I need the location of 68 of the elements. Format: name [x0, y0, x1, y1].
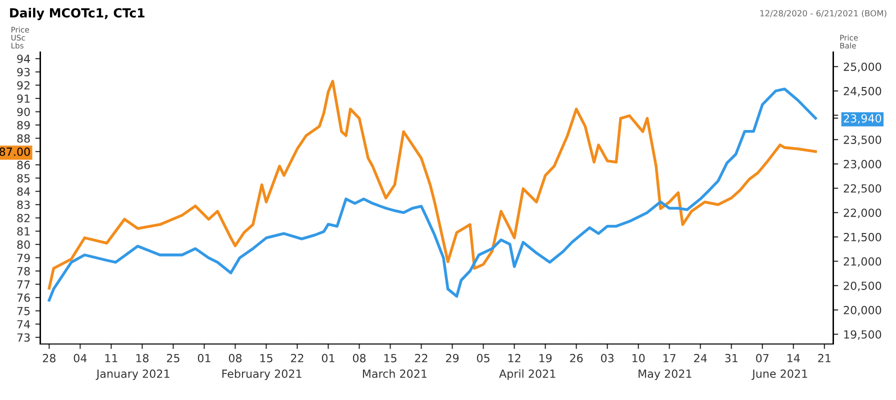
y-tick-label: 91 — [17, 94, 30, 103]
y-tick-label: 86 — [17, 160, 30, 170]
y2-tick-label: 21,000 — [844, 257, 882, 267]
x-tick-label: 28 — [42, 354, 56, 362]
y-tick-label: 76 — [17, 294, 30, 302]
y2-tick-label: 23,940 — [844, 114, 882, 124]
x-tick-label: 03 — [601, 354, 614, 362]
x-tick-label: 22 — [415, 354, 428, 362]
x2-tick-label: April 2021 — [499, 369, 556, 380]
y-tick-label: 80 — [17, 240, 30, 249]
x-tick-label: 15 — [384, 354, 396, 362]
x-tick-label: 12 — [508, 354, 520, 362]
x-tick-label: 17 — [664, 354, 676, 362]
x2-tick-label: February 2021 — [222, 369, 302, 380]
y2-tick-label: 20,500 — [844, 282, 882, 292]
x-tick-label: 14 — [788, 354, 800, 362]
x-tick-label: 08 — [352, 354, 366, 362]
x-tick-label: 29 — [446, 354, 459, 362]
y-tick-label: 74 — [17, 320, 30, 328]
y-tick-label: 73 — [17, 333, 30, 342]
x-tick-label: 08 — [228, 354, 242, 362]
y-tick-label: 81 — [17, 227, 30, 236]
y-tick-label: 93 — [17, 68, 30, 76]
x-tick-label: 11 — [105, 354, 118, 362]
x-tick-label: 05 — [476, 354, 490, 362]
x-tick-label: 18 — [136, 354, 149, 362]
y2-tick-label: 22,000 — [844, 208, 882, 218]
y2-tick-label: 25,000 — [844, 62, 882, 72]
y-tick-label: 89 — [17, 120, 30, 130]
y2-tick-label: 19,500 — [844, 330, 882, 340]
y2-tick-label: 23,500 — [844, 136, 882, 146]
x-tick-label: 25 — [166, 354, 180, 362]
y2-tick-label: 24,500 — [844, 86, 882, 96]
text: 12/28/2020 - 6/21/2021 (BOM) — [760, 10, 886, 18]
y-tick-label: 83 — [17, 200, 30, 210]
x-tick-label: 24 — [694, 354, 707, 362]
y-tick-label: 87.00 — [0, 148, 30, 156]
x-tick-label: 26 — [570, 354, 583, 362]
y-tick-label: 77 — [17, 280, 30, 288]
y-tick-label: 88 — [17, 134, 30, 143]
x2-tick-label: March 2021 — [362, 369, 427, 378]
y-tick-label: 75 — [17, 306, 30, 316]
y-tick-label: 90 — [17, 108, 30, 116]
y2-tick-label: 22,500 — [844, 184, 882, 194]
x2-tick-label: June 2021 — [752, 369, 808, 380]
x-tick-label: 04 — [74, 354, 87, 362]
x2-tick-label: May 2021 — [638, 369, 692, 380]
x-tick-label: 07 — [756, 354, 769, 362]
y-tick-label: 94 — [17, 54, 30, 64]
y-tick-label: 82 — [17, 214, 30, 222]
x-tick-label: 01 — [198, 354, 210, 362]
x-tick-label: 19 — [539, 354, 552, 362]
y-tick-label: 92 — [17, 81, 30, 90]
x-tick-label: 22 — [291, 354, 304, 362]
y-tick-label: 85 — [17, 174, 30, 182]
y-tick-label: 84 — [17, 187, 30, 196]
chart-title: Daily MCOTc1, CTc1 — [10, 8, 144, 20]
x2-tick-label: January 2021 — [96, 369, 170, 380]
y2-tick-label: 23,000 — [844, 160, 882, 170]
y2-tick-label: 20,000 — [844, 306, 882, 316]
x-tick-label: 10 — [632, 354, 645, 362]
y-tick-label: 79 — [17, 254, 30, 262]
x-tick-label: 21 — [818, 354, 830, 362]
x-tick-label: 31 — [725, 354, 738, 362]
x-tick-label: 01 — [322, 354, 334, 362]
y2-tick-label: 21,500 — [844, 232, 882, 242]
x-tick-label: 15 — [260, 354, 272, 362]
y-tick-label: 78 — [17, 266, 30, 276]
